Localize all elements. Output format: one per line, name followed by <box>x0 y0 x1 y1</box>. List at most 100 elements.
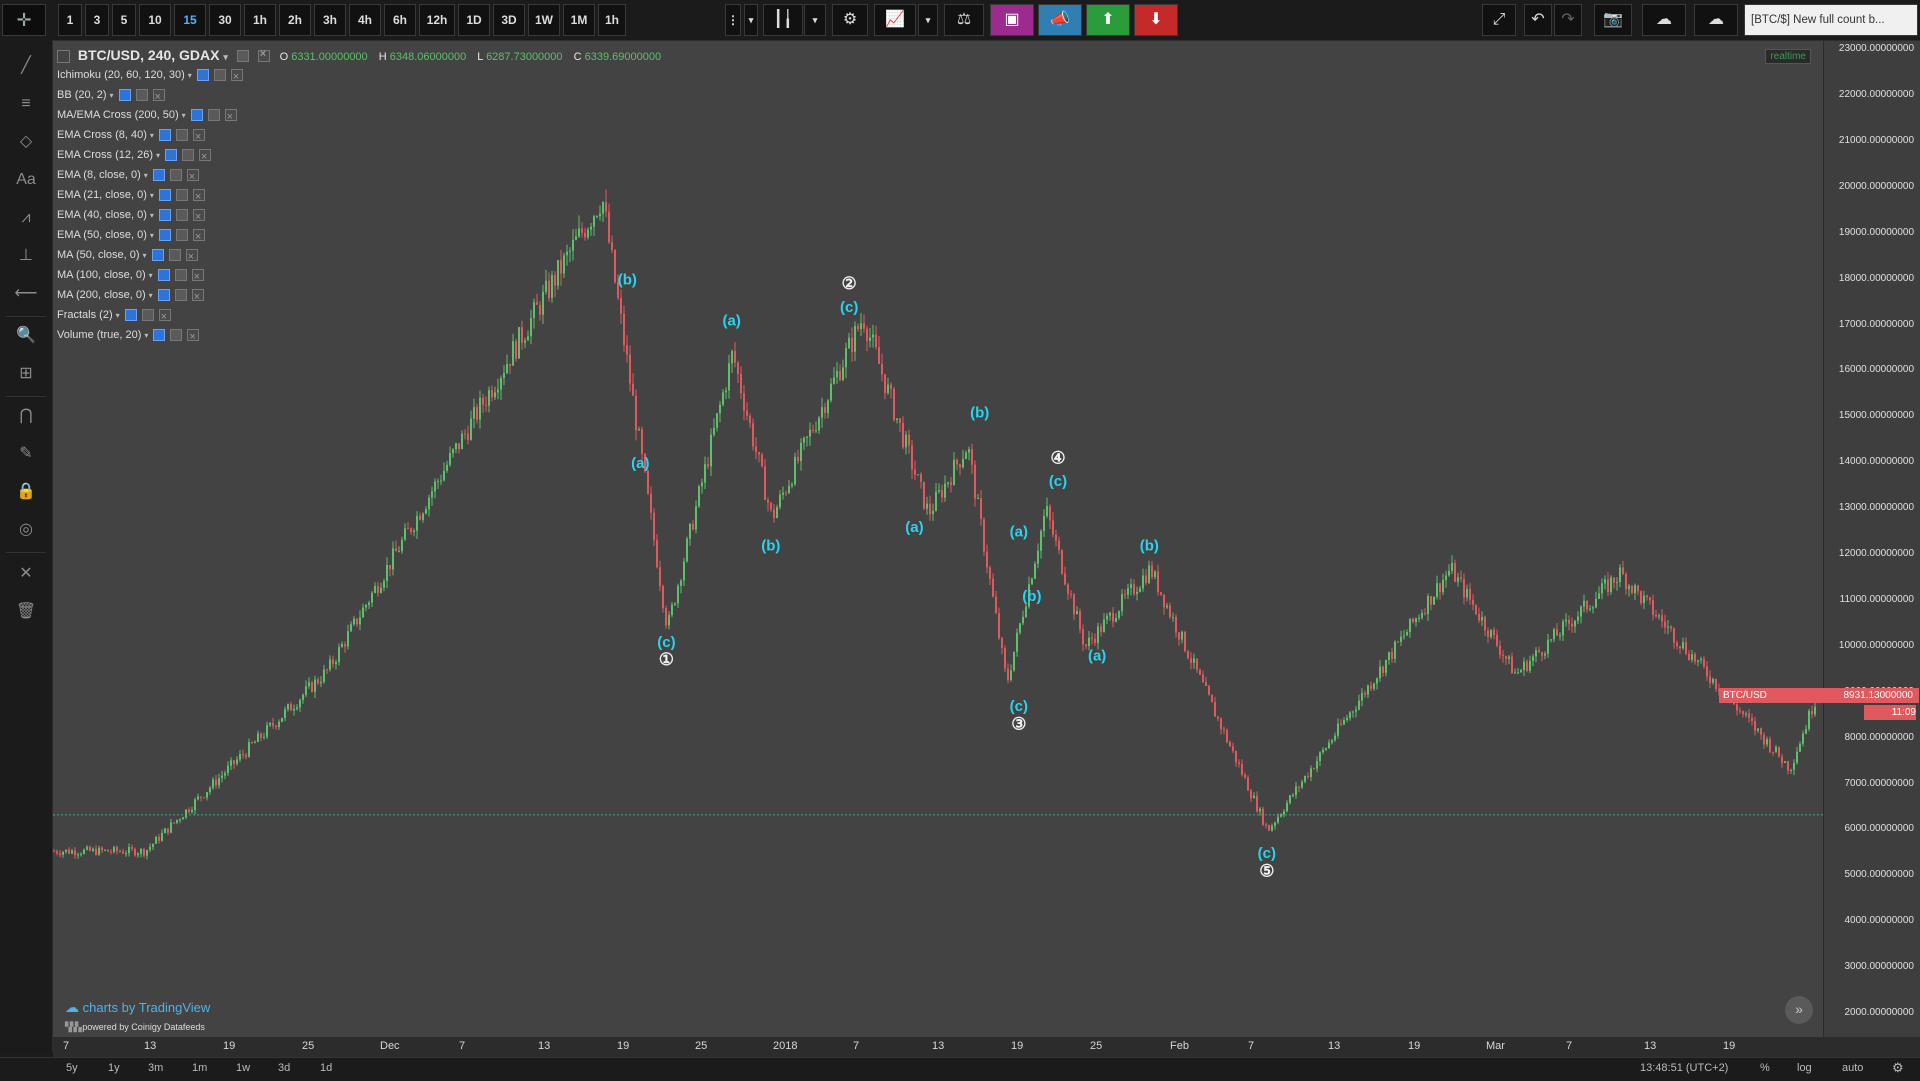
interval-6h[interactable]: 6h <box>384 4 416 36</box>
range-3d-button[interactable]: 3d <box>278 1062 291 1074</box>
indicator-row[interactable]: EMA (8, close, 0) ▾ <box>57 165 669 187</box>
indicator-row[interactable]: EMA (40, close, 0) ▾ <box>57 205 669 227</box>
eye-icon[interactable] <box>151 249 164 262</box>
eye-hidden-icon[interactable]: ◎ <box>19 521 33 538</box>
zoom-icon[interactable]: 🔍 <box>16 327 36 344</box>
wave-letter-label[interactable]: (c) <box>657 634 675 651</box>
interval-1W[interactable]: 1W <box>528 4 560 36</box>
interval-1M[interactable]: 1M <box>563 4 595 36</box>
chart-type-dropdown-button[interactable]: ▾ <box>804 4 826 36</box>
chevron-down-icon[interactable]: ▾ <box>149 191 154 200</box>
chevron-down-icon[interactable]: ▾ <box>149 211 154 220</box>
settings-icon[interactable] <box>175 209 188 222</box>
interval-1[interactable]: 1 <box>58 4 82 36</box>
eye-icon[interactable] <box>157 289 170 302</box>
wave-letter-label[interactable]: (b) <box>761 537 780 554</box>
cloud-download-icon[interactable]: ☁ <box>1642 4 1686 36</box>
indicator-row[interactable]: Ichimoku (20, 60, 120, 30) ▾ <box>57 65 669 87</box>
settings-icon[interactable] <box>213 69 226 82</box>
close-icon[interactable] <box>185 247 198 267</box>
eye-icon[interactable] <box>124 309 137 322</box>
wave-letter-label[interactable]: (c) <box>1258 845 1276 862</box>
settings-icon[interactable] <box>175 129 188 142</box>
wave-letter-label[interactable]: (c) <box>1010 698 1028 715</box>
cloud-upload-icon[interactable]: ☁ <box>1694 4 1738 36</box>
price-scale[interactable]: 23000.00000000 22000.00000000 21000.000000… <box>1719 41 1920 1037</box>
close-icon[interactable] <box>257 48 270 63</box>
close-icon[interactable] <box>152 87 165 107</box>
candles-icon[interactable]: ┃╽ <box>763 4 803 36</box>
up-arrow-icon[interactable]: ⬆ <box>1086 4 1130 36</box>
indicators-icon[interactable]: 📈 <box>874 4 916 36</box>
wave-letter-label[interactable]: (c) <box>1049 473 1067 490</box>
eye-icon[interactable] <box>165 149 177 162</box>
wave-letter-label[interactable]: (b) <box>1022 588 1041 605</box>
close-icon[interactable] <box>230 67 243 87</box>
eye-icon[interactable] <box>157 269 170 282</box>
indicator-row[interactable]: EMA Cross (12, 26) ▾ <box>57 145 669 167</box>
interval-1D[interactable]: 1D <box>458 4 490 36</box>
indicator-row[interactable]: Fractals (2) ▾ <box>57 305 669 327</box>
wave-letter-label[interactable]: (a) <box>1088 648 1106 665</box>
indicator-name[interactable]: EMA (50, close, 0) <box>57 229 147 241</box>
chevron-down-icon[interactable]: ▾ <box>148 271 153 280</box>
compare-icon[interactable]: ⚖ <box>944 4 984 36</box>
wave-letter-label[interactable]: (b) <box>1140 537 1159 554</box>
settings-icon[interactable] <box>236 50 249 63</box>
trend-line-icon[interactable]: ╱ <box>21 57 31 74</box>
magnet-icon[interactable]: ⋂ <box>19 407 33 424</box>
indicator-name[interactable]: BB (20, 2) <box>57 89 107 101</box>
interval-10[interactable]: 10 <box>139 4 171 36</box>
arrow-back-icon[interactable]: ⟵ <box>14 285 38 302</box>
undo-icon[interactable]: ↶ <box>1524 4 1552 36</box>
eye-icon[interactable] <box>158 129 171 142</box>
camera-icon[interactable]: 📷 <box>1594 4 1632 36</box>
settings-icon[interactable] <box>169 169 182 182</box>
eye-icon[interactable] <box>190 109 203 122</box>
wave-count-label[interactable]: ③ <box>1011 714 1026 733</box>
chevron-down-icon[interactable]: ▾ <box>115 311 120 320</box>
pattern-icon[interactable]: ⩘ <box>21 209 31 226</box>
close-icon[interactable] <box>224 107 237 127</box>
branding-text[interactable]: charts by TradingView <box>82 1000 211 1015</box>
text-icon[interactable]: Aa <box>16 171 36 188</box>
time-scale[interactable]: 7 13 19 25 Dec 7 13 19 25 2018 7 13 19 25 Feb 7 13 19 Mar 7… <box>53 1037 1920 1057</box>
settings-icon[interactable] <box>175 229 188 242</box>
range-1d-button[interactable]: 1d <box>320 1062 333 1074</box>
close-icon[interactable] <box>187 327 200 347</box>
indicator-name[interactable]: Ichimoku (20, 60, 120, 30) <box>57 69 185 81</box>
indicator-name[interactable]: EMA Cross (12, 26) <box>57 149 153 161</box>
wave-letter-label[interactable]: (a) <box>1010 524 1028 541</box>
indicator-row[interactable]: MA (50, close, 0) ▾ <box>57 245 669 267</box>
fib-icon[interactable]: ≡ <box>21 95 31 112</box>
indicator-name[interactable]: EMA (21, close, 0) <box>57 189 147 201</box>
range-3m-button[interactable]: 3m <box>148 1062 164 1074</box>
indicator-name[interactable]: EMA (8, close, 0) <box>57 169 141 181</box>
chevron-down-icon[interactable]: ▾ <box>149 231 154 240</box>
eye-icon[interactable] <box>153 329 166 342</box>
chevron-down-icon[interactable]: ▾ <box>223 52 228 62</box>
interval-more-button[interactable]: ⋮ <box>725 4 741 36</box>
indicator-row[interactable]: EMA Cross (8, 40) ▾ <box>57 125 669 147</box>
interval-dropdown-button[interactable]: ▾ <box>744 4 758 36</box>
close-icon[interactable] <box>199 147 211 167</box>
lock-icon[interactable]: 🔒 <box>16 483 36 500</box>
close-icon[interactable] <box>192 187 205 207</box>
brush-icon[interactable]: ◇ <box>19 133 33 150</box>
eye-icon[interactable] <box>152 169 165 182</box>
percent-toggle[interactable]: % <box>1760 1062 1770 1074</box>
interval-1h[interactable]: 1h <box>598 4 626 36</box>
indicator-row[interactable]: MA (200, close, 0) ▾ <box>57 285 669 307</box>
eye-icon[interactable] <box>118 89 131 102</box>
wave-count-label[interactable]: ① <box>659 650 674 669</box>
interval-15[interactable]: 15 <box>174 4 206 36</box>
indicator-name[interactable]: MA (50, close, 0) <box>57 249 140 261</box>
chart-pane[interactable]: (b) (a) (c) ① (a) (b) ② (c) (a) (b) (a) (b) (c) ③ ④ (c)… <box>53 41 1823 1037</box>
auto-toggle[interactable]: auto <box>1842 1062 1864 1074</box>
range-1y-button[interactable]: 1y <box>108 1062 120 1074</box>
indicator-row[interactable]: EMA (21, close, 0) ▾ <box>57 185 669 207</box>
pencil-icon[interactable]: ✎ <box>19 445 33 462</box>
close-icon[interactable] <box>186 167 199 187</box>
wave-letter-label[interactable]: (a) <box>723 313 741 330</box>
chevron-down-icon[interactable]: ▾ <box>155 151 160 160</box>
